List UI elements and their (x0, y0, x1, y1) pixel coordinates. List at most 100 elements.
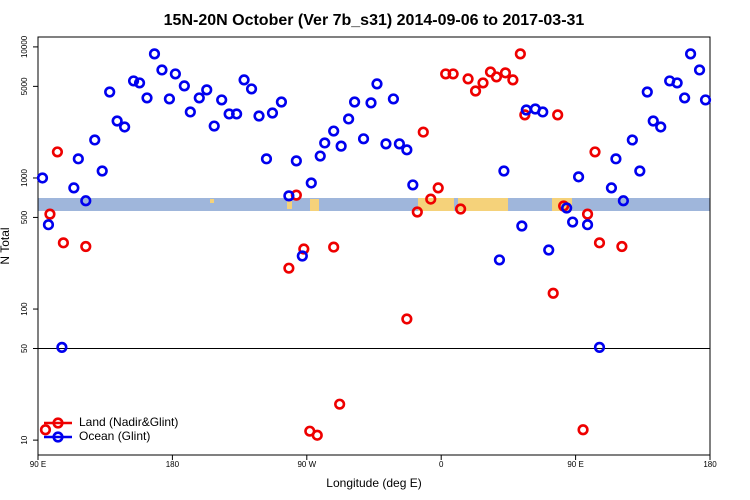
point (401, 313, 413, 325)
y-tick-label: 10000 (20, 35, 29, 58)
x-tick-label: 90 E (30, 460, 46, 469)
point (401, 144, 413, 156)
point (156, 64, 168, 76)
point (36, 172, 49, 184)
point (634, 165, 646, 177)
point (231, 108, 243, 120)
point (593, 341, 606, 353)
x-tick-label: 90 W (297, 460, 316, 469)
y-tick-label: 5000 (20, 77, 29, 95)
point (357, 133, 370, 145)
point (610, 153, 622, 165)
point (80, 240, 92, 253)
point (519, 109, 531, 121)
point (577, 424, 589, 436)
point (699, 94, 712, 106)
point (163, 93, 176, 105)
point (184, 106, 196, 118)
point (260, 153, 273, 165)
point (56, 341, 68, 353)
chart-title: 15N-20N October (Ver 7b_s31) 2014-09-06 … (164, 12, 585, 29)
point (572, 171, 585, 183)
point (514, 48, 526, 60)
point (343, 113, 355, 125)
point (266, 107, 279, 119)
point (617, 195, 629, 207)
point (365, 97, 377, 109)
point (296, 250, 308, 262)
point (417, 126, 429, 138)
x-tick-label: 90 E (567, 460, 583, 469)
point (201, 84, 213, 96)
point (537, 106, 549, 118)
point (141, 92, 153, 104)
point (561, 202, 573, 214)
point (647, 115, 659, 127)
point (543, 244, 555, 256)
point (39, 424, 52, 436)
point (679, 92, 691, 104)
point (432, 182, 444, 194)
point (425, 193, 437, 205)
point (493, 254, 506, 266)
point (298, 243, 310, 255)
legend-label: Land (Nadir&Glint) (79, 415, 178, 429)
point (111, 115, 123, 127)
point (245, 83, 258, 95)
point (208, 120, 220, 132)
point (57, 237, 69, 249)
point (169, 68, 181, 80)
point (127, 75, 140, 87)
point (490, 71, 503, 83)
point (626, 134, 638, 146)
point (80, 195, 92, 207)
point (68, 182, 80, 194)
point (133, 77, 146, 89)
point (283, 190, 295, 202)
land-mask-band (38, 198, 710, 211)
y-tick-label: 50 (20, 344, 29, 353)
point (547, 287, 559, 299)
point (387, 93, 400, 105)
point (499, 67, 512, 79)
x-tick-label: 180 (703, 460, 717, 469)
point (411, 206, 423, 218)
point (178, 80, 190, 92)
point (89, 134, 101, 146)
point (216, 94, 228, 106)
point (148, 48, 161, 60)
y-axis-label: N Total (0, 227, 12, 264)
point (44, 208, 56, 220)
point (314, 150, 326, 162)
legend-marker (52, 417, 64, 429)
point (684, 48, 697, 60)
point (328, 241, 340, 253)
point (380, 138, 392, 150)
point (671, 77, 683, 89)
x-axis-label: Longitude (deg E) (326, 476, 421, 490)
point (616, 240, 628, 253)
point (641, 86, 653, 98)
point (693, 64, 706, 76)
legend-marker (52, 431, 64, 443)
y-tick-label: 1000 (20, 169, 29, 187)
point (581, 208, 594, 220)
point (319, 137, 331, 149)
point (328, 125, 340, 137)
legend-label: Ocean (Glint) (79, 429, 150, 443)
land-band (458, 198, 508, 211)
point (42, 219, 55, 231)
point (311, 429, 323, 441)
point (119, 121, 131, 133)
y-tick-label: 500 (20, 210, 29, 224)
point (193, 92, 205, 104)
point (655, 121, 667, 133)
point (371, 78, 383, 90)
point (498, 165, 510, 177)
land-band (310, 199, 319, 211)
point (581, 219, 594, 231)
point (290, 155, 302, 167)
y-tick-label: 10 (20, 435, 29, 444)
point (462, 73, 474, 85)
